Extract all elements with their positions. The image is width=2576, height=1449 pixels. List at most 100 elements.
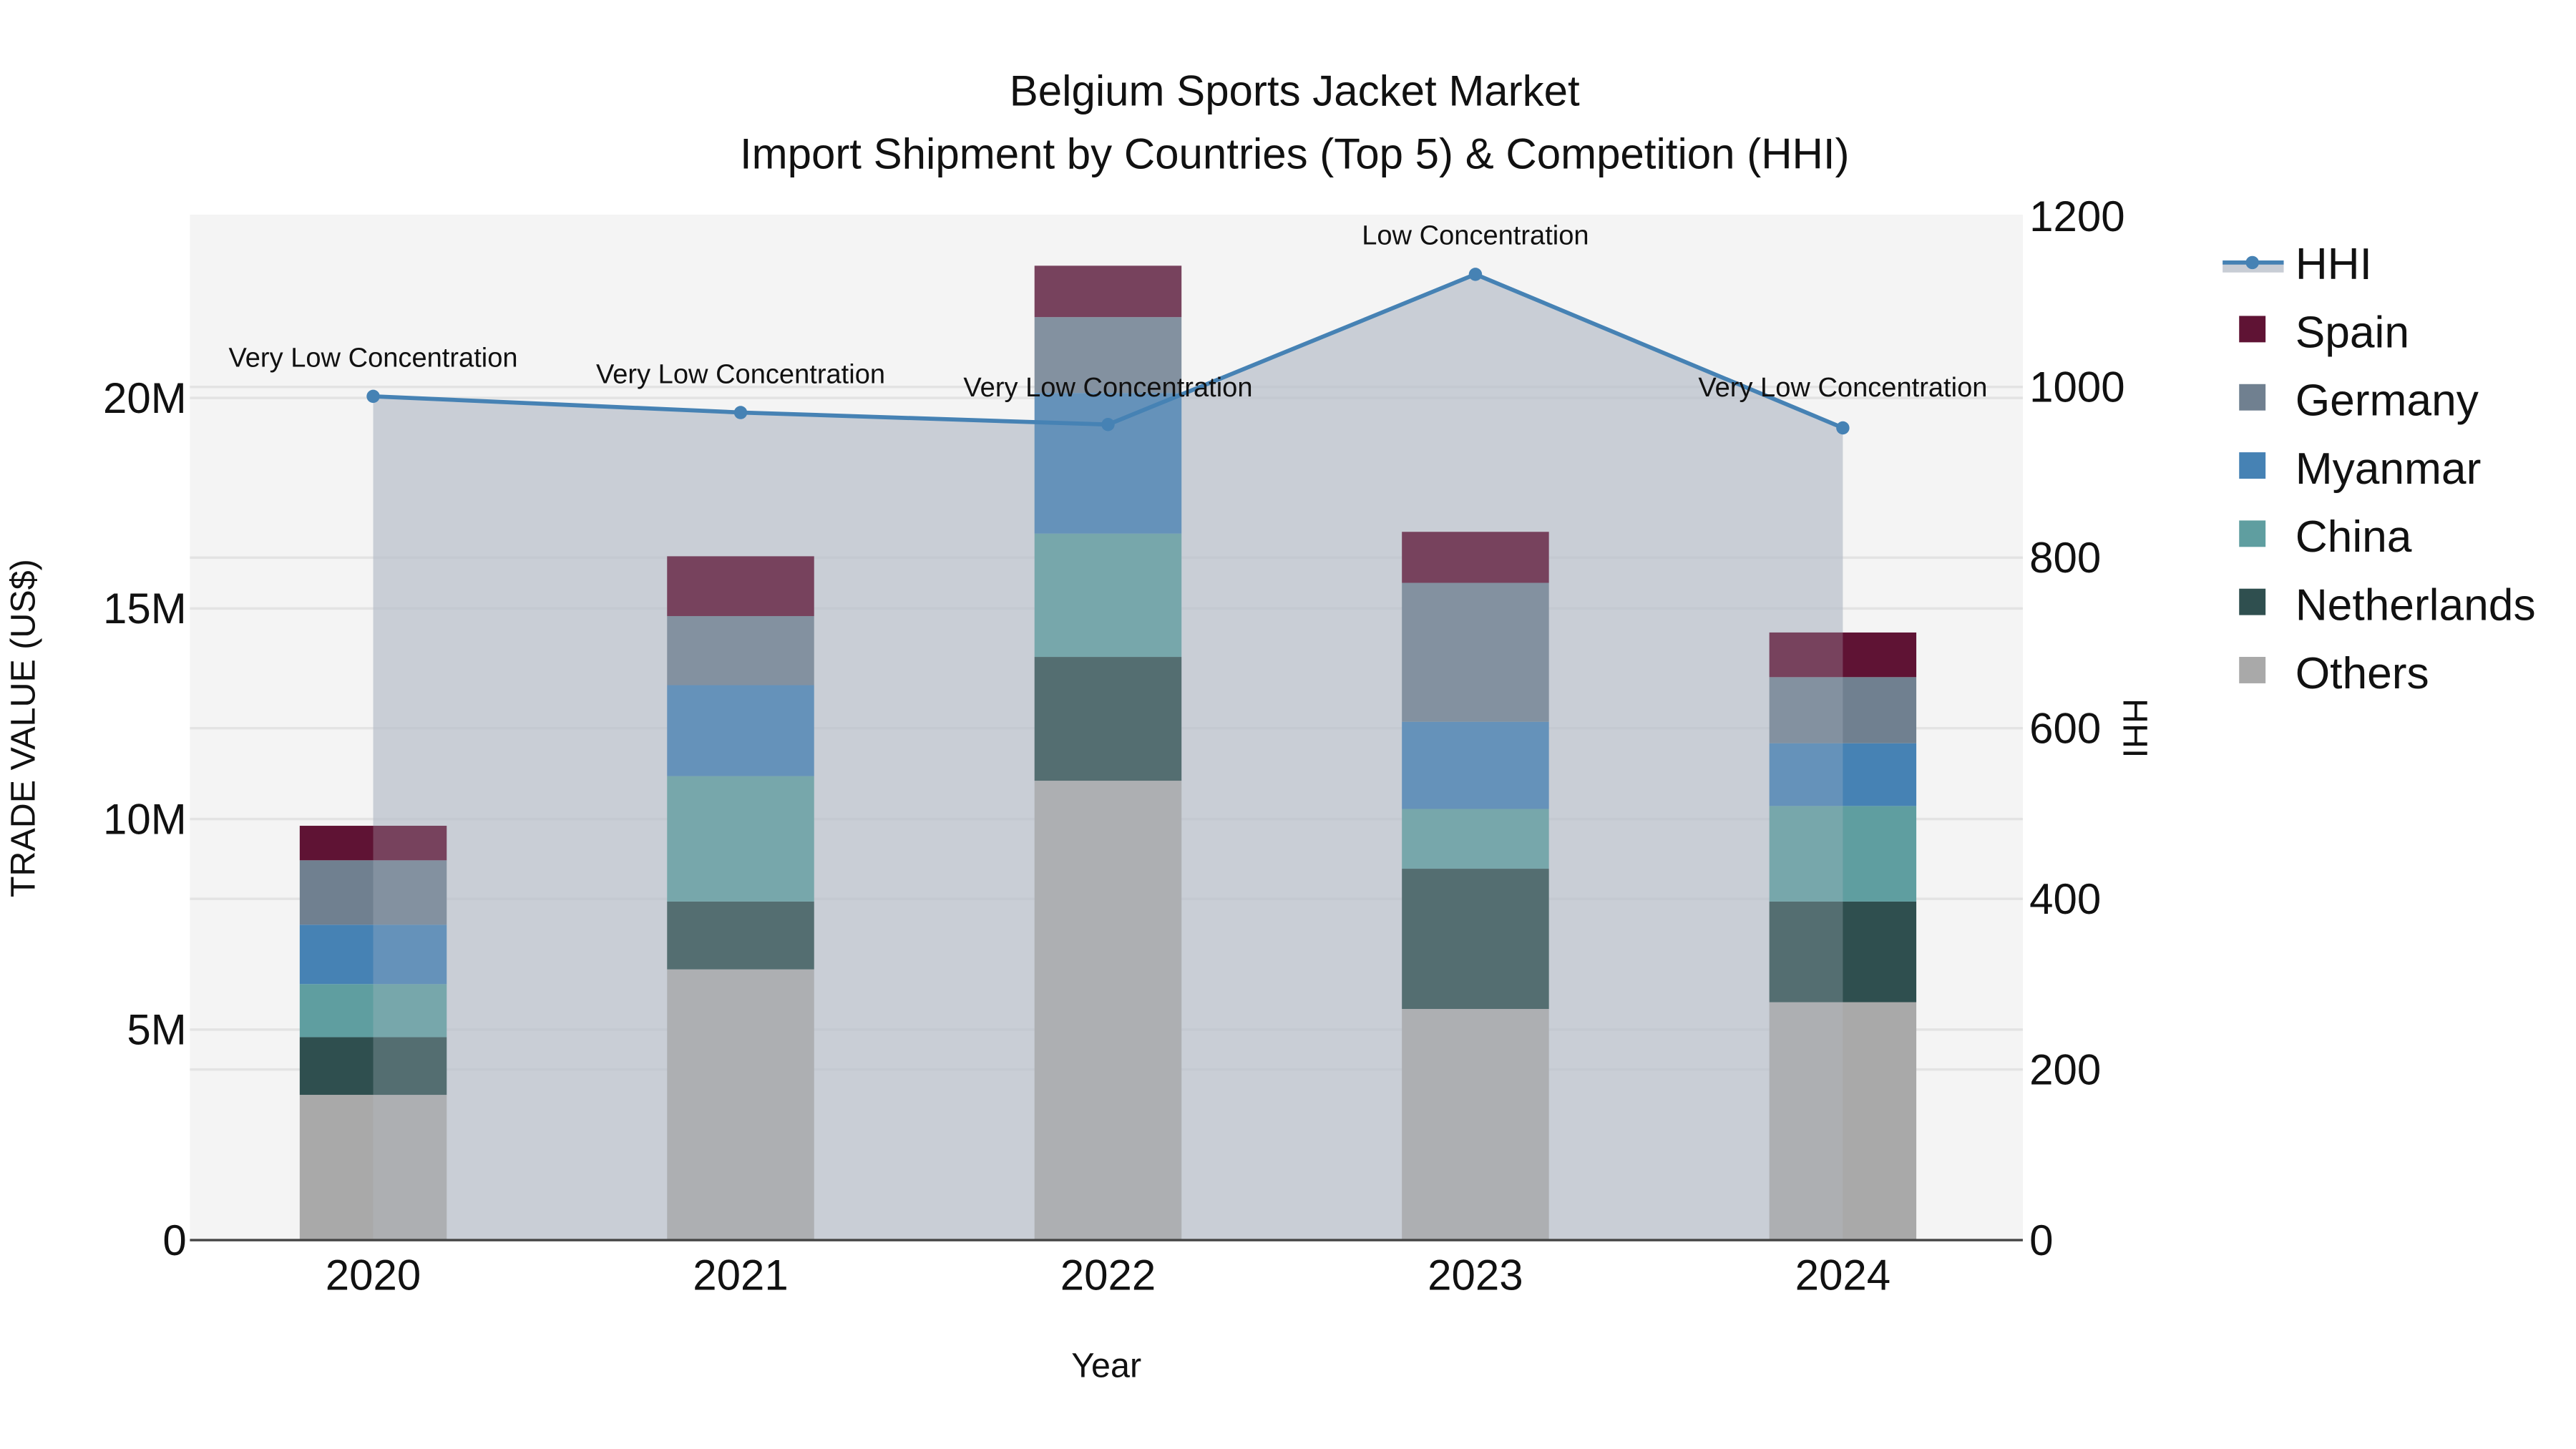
legend-label: Netherlands [2296,581,2536,630]
chart-title-line1: Belgium Sports Jacket Market [1010,67,1580,115]
hhi-overlay [373,826,447,1241]
hhi-markers [366,268,1850,435]
hhi-marker[interactable] [733,406,748,419]
legend-label: Spain [2296,308,2409,357]
y-left-tick: 10M [103,795,187,843]
bar-segment-spain[interactable] [1402,532,1549,583]
bar-segment-germany[interactable] [1769,677,1917,743]
y-left-tick: 20M [103,374,187,422]
bar-segment-netherlands[interactable] [1402,869,1549,1010]
legend-item-myanmar[interactable]: Myanmar [2239,444,2481,494]
hhi-annotation: Very Low Concentration [1698,373,1987,403]
hhi-marker[interactable] [366,389,380,404]
legend-marker-icon [2245,255,2259,270]
legend-swatch-icon [2239,520,2266,547]
bar-segment-others[interactable] [667,969,814,1241]
bar-segment-others[interactable] [1034,781,1182,1241]
stacked-bars [299,265,1917,1241]
x-tick: 2024 [1795,1251,1890,1299]
legend-item-others[interactable]: Others [2239,649,2429,698]
bar-segment-netherlands[interactable] [1769,901,1917,1002]
hhi-marker[interactable] [1836,421,1850,435]
legend-label: China [2296,512,2412,562]
x-tick: 2022 [1060,1251,1156,1299]
legend-label: HHI [2296,240,2372,289]
bar-segment-germany[interactable] [1034,317,1182,394]
legend-swatch-icon [2239,384,2266,411]
bar-segment-others[interactable] [299,1095,447,1241]
bar-segment-myanmar[interactable] [1769,743,1917,806]
y-right-tick: 0 [2029,1216,2053,1264]
y-left-tick: 5M [127,1006,186,1054]
bar-segment-china[interactable] [667,776,814,902]
y-right-tick: 600 [2029,704,2101,752]
bar-segment-others[interactable] [1402,1009,1549,1241]
hhi-marker[interactable] [1101,418,1115,431]
hhi-overlay [667,556,814,1241]
legend-item-spain[interactable]: Spain [2239,308,2409,357]
hhi-overlay [1034,265,1182,1241]
legend-label: Germany [2296,376,2479,426]
hhi-annotation: Very Low Concentration [596,359,885,389]
x-tick: 2021 [693,1251,788,1299]
legend-swatch-icon [2239,452,2266,479]
bar-segment-spain[interactable] [667,556,814,616]
y-right-tick: 400 [2029,875,2101,923]
bar-segment-netherlands[interactable] [299,1037,447,1096]
bar-segment-china[interactable] [1034,533,1182,658]
bar-stack-2024 [1769,632,1917,1241]
bar-segment-china[interactable] [1769,806,1917,902]
x-tick: 2020 [326,1251,421,1299]
hhi-marker[interactable] [1468,268,1483,281]
bar-segment-germany[interactable] [667,615,814,686]
y-right-tick: 200 [2029,1045,2101,1093]
hhi-annotation: Low Concentration [1362,221,1589,251]
x-axis-title: Year [1071,1347,1141,1385]
bar-segment-germany[interactable] [299,860,447,925]
hhi-overlay [1402,532,1549,1241]
bar-segment-china[interactable] [1402,809,1549,869]
hhi-overlay [1769,632,1843,1241]
legend-item-hhi[interactable]: HHI [2223,240,2372,289]
y-left-tick: 15M [103,585,187,633]
legend-item-china[interactable]: China [2239,512,2412,562]
hhi-annotations: Very Low Concentration Very Low Concentra… [228,221,1987,403]
x-tick: 2023 [1428,1251,1523,1299]
legend-swatch-icon [2239,316,2266,343]
bar-stack-2023 [1402,532,1549,1241]
bar-segment-netherlands[interactable] [667,901,814,970]
y-right-axis-title: HHI [2116,698,2155,758]
y-left-axis-title: TRADE VALUE (US$) [4,559,42,897]
y-right-ticks: 0 200 400 600 800 1000 1200 [2029,192,2124,1264]
y-right-tick: 800 [2029,534,2101,582]
legend-label: Myanmar [2296,444,2482,494]
bar-segment-spain[interactable] [1034,265,1182,318]
y-left-ticks: 0 5M 10M 15M 20M [103,374,187,1264]
bar-segment-myanmar[interactable] [299,924,447,985]
legend-label: Others [2296,649,2429,698]
bar-stack-2020 [299,826,447,1241]
hhi-annotation: Very Low Concentration [963,373,1252,403]
bar-stack-2021 [667,556,814,1241]
bar-segment-myanmar[interactable] [667,685,814,776]
bar-segment-china[interactable] [299,984,447,1038]
y-right-tick: 1000 [2029,364,2124,411]
hhi-annotation: Very Low Concentration [228,343,517,373]
bar-segment-spain[interactable] [299,826,447,861]
bar-segment-spain[interactable] [1769,632,1917,678]
legend-swatch-icon [2239,588,2266,615]
bar-segment-others[interactable] [1769,1002,1917,1241]
legend-item-germany[interactable]: Germany [2239,376,2479,426]
x-ticks: 2020 2021 2022 2023 2024 [326,1251,1890,1299]
bar-segment-germany[interactable] [1402,582,1549,722]
bar-stack-2022 [1034,265,1182,1241]
bar-segment-myanmar[interactable] [1402,721,1549,809]
legend-item-netherlands[interactable]: Netherlands [2239,581,2536,630]
bar-segment-myanmar[interactable] [1034,393,1182,534]
legend-swatch-icon [2239,657,2266,683]
chart-title-line2: Import Shipment by Countries (Top 5) & C… [740,130,1850,177]
legend: HHI Spain Germany Myanmar China Netherlands Ot… [2223,240,2536,698]
y-right-tick: 1200 [2029,192,2124,240]
bar-segment-netherlands[interactable] [1034,657,1182,781]
